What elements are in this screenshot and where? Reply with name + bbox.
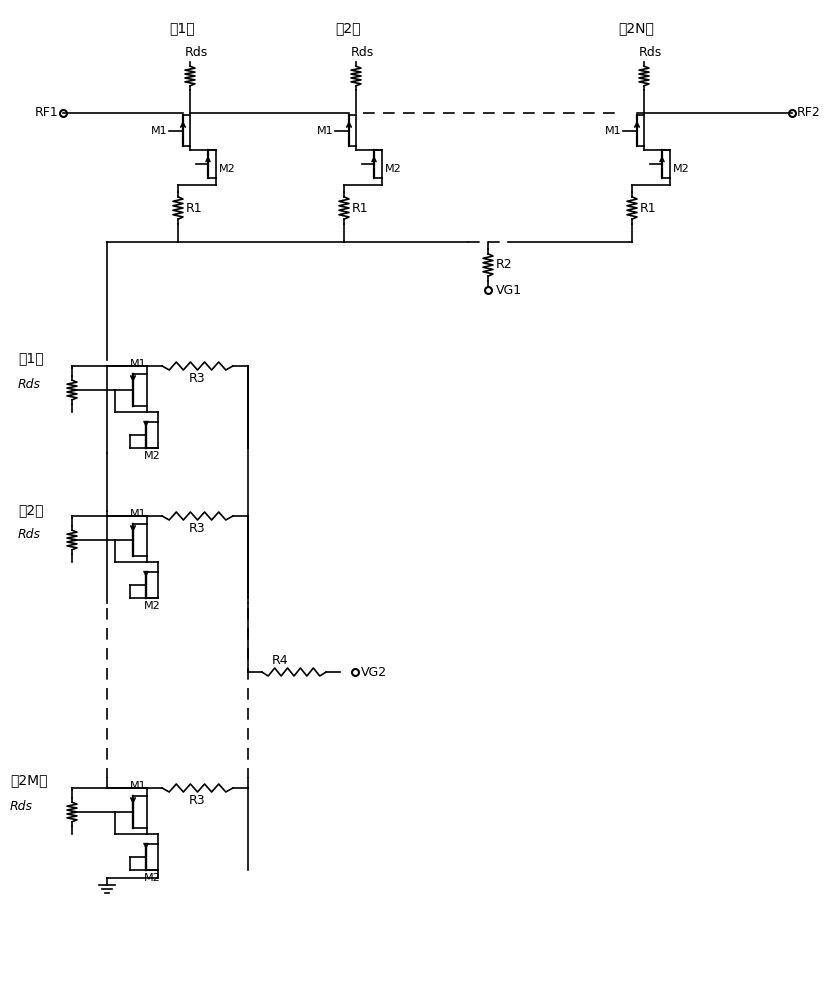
Text: VG1: VG1 bbox=[496, 284, 522, 296]
Text: 第2级: 第2级 bbox=[335, 21, 361, 35]
Text: R4: R4 bbox=[272, 654, 289, 666]
Text: M2: M2 bbox=[219, 164, 235, 174]
Text: R3: R3 bbox=[190, 522, 205, 534]
Text: 第1级: 第1级 bbox=[18, 351, 43, 365]
Text: R3: R3 bbox=[190, 371, 205, 384]
Text: 第2级: 第2级 bbox=[18, 503, 43, 517]
Text: R1: R1 bbox=[186, 202, 203, 215]
Text: 第2N级: 第2N级 bbox=[618, 21, 654, 35]
Text: M2: M2 bbox=[144, 451, 160, 461]
Text: M1: M1 bbox=[316, 125, 333, 135]
Text: Rds: Rds bbox=[10, 800, 33, 814]
Text: RF2: RF2 bbox=[797, 106, 821, 119]
Text: M1: M1 bbox=[129, 359, 146, 369]
Text: R2: R2 bbox=[496, 258, 513, 271]
Text: 第2M级: 第2M级 bbox=[10, 773, 48, 787]
Text: Rds: Rds bbox=[639, 45, 661, 58]
Text: M1: M1 bbox=[129, 781, 146, 791]
Text: M2: M2 bbox=[144, 601, 160, 611]
Text: M2: M2 bbox=[673, 164, 690, 174]
Text: Rds: Rds bbox=[351, 45, 373, 58]
Text: M1: M1 bbox=[150, 125, 167, 135]
Text: M1: M1 bbox=[129, 509, 146, 519]
Text: M1: M1 bbox=[605, 125, 621, 135]
Text: M2: M2 bbox=[144, 873, 160, 883]
Text: 第1级: 第1级 bbox=[170, 21, 195, 35]
Text: R1: R1 bbox=[640, 202, 656, 215]
Text: VG2: VG2 bbox=[361, 666, 387, 678]
Text: Rds: Rds bbox=[18, 378, 41, 391]
Text: R3: R3 bbox=[190, 794, 205, 806]
Text: RF1: RF1 bbox=[34, 106, 58, 119]
Text: R1: R1 bbox=[352, 202, 368, 215]
Text: M2: M2 bbox=[385, 164, 402, 174]
Text: Rds: Rds bbox=[185, 45, 208, 58]
Text: Rds: Rds bbox=[18, 528, 41, 542]
